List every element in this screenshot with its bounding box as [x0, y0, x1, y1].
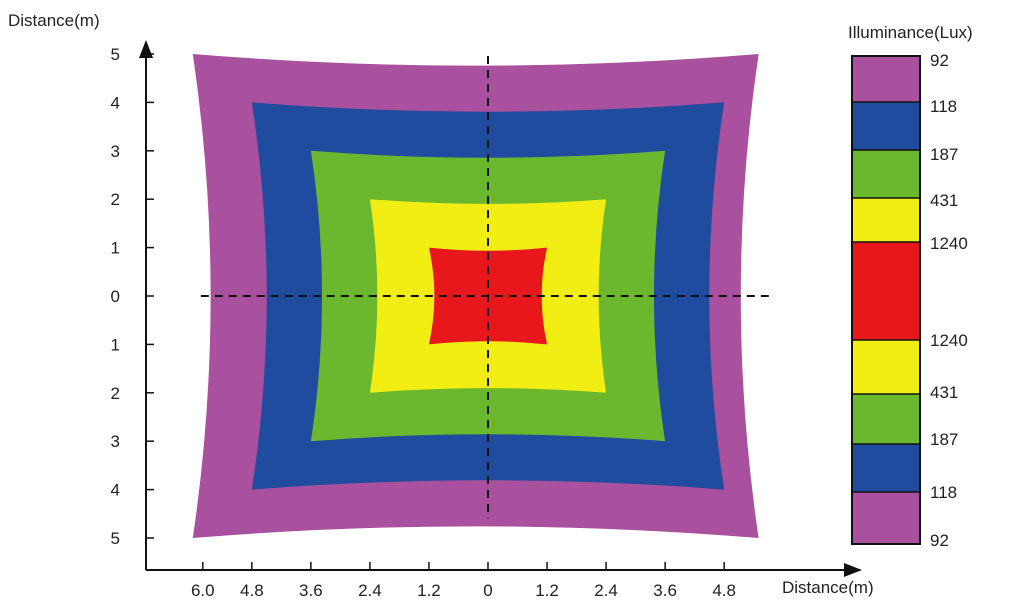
- y-tick-label: 1: [111, 335, 120, 354]
- x-tick-label: 3.6: [299, 581, 323, 600]
- y-axis-title: Distance(m): [8, 11, 100, 30]
- y-tick-label: 1: [111, 239, 120, 258]
- legend-label: 1240: [930, 331, 968, 350]
- legend-label: 431: [930, 191, 958, 210]
- crosshair-layer: [200, 56, 774, 519]
- x-tick-label: 3.6: [653, 581, 677, 600]
- y-tick-label: 5: [111, 529, 120, 548]
- y-tick-label: 3: [111, 142, 120, 161]
- legend-swatch: [852, 340, 920, 394]
- x-tick-label: 2.4: [358, 581, 382, 600]
- legend-label: 118: [930, 483, 957, 502]
- legend-layer: 92 118 187 431 1240 1240 431 187 118 92: [851, 51, 968, 550]
- legend-swatch: [852, 242, 920, 340]
- y-tick-label: 3: [111, 432, 120, 451]
- y-tick-label: 4: [111, 481, 120, 500]
- legend-title: Illuminance(Lux): [848, 23, 973, 42]
- axes-layer: 5 4 3 2 1 0 1 2 3 4 5 6.0 4.8 3.6 2.4 1.2 0 1.2 2.4 3.6 4.8: [111, 40, 862, 600]
- x-tick-label: 4.8: [240, 581, 264, 600]
- x-axis-title: Distance(m): [782, 578, 874, 597]
- legend-label: 92: [930, 51, 949, 70]
- x-tick-label: 4.8: [712, 581, 736, 600]
- legend-swatch: [852, 56, 920, 102]
- y-tick-label: 2: [111, 384, 120, 403]
- x-tick-label: 6.0: [191, 581, 215, 600]
- legend-label: 187: [930, 430, 958, 449]
- legend-swatch: [852, 150, 920, 198]
- legend-swatch: [852, 394, 920, 444]
- x-tick-label: 1.2: [535, 581, 559, 600]
- legend-label: 92: [930, 531, 949, 550]
- x-axis-arrow: [844, 563, 862, 577]
- legend-swatch: [852, 102, 920, 150]
- y-tick-label: 4: [111, 93, 120, 112]
- legend-swatch: [852, 492, 920, 544]
- y-tick-label: 5: [111, 45, 120, 64]
- x-tick-label: 1.2: [417, 581, 441, 600]
- legend-frame: [851, 55, 921, 545]
- legend-label: 1240: [930, 234, 968, 253]
- y-tick-label: 0: [111, 287, 120, 306]
- legend-swatch: [852, 198, 920, 242]
- legend-label: 431: [930, 383, 958, 402]
- y-axis-arrow: [139, 40, 153, 58]
- legend-label: 187: [930, 145, 958, 164]
- x-tick-label: 2.4: [594, 581, 618, 600]
- x-tick-label: 0: [483, 581, 492, 600]
- legend-swatch: [852, 444, 920, 492]
- y-tick-label: 2: [111, 190, 120, 209]
- legend-label: 118: [930, 97, 957, 116]
